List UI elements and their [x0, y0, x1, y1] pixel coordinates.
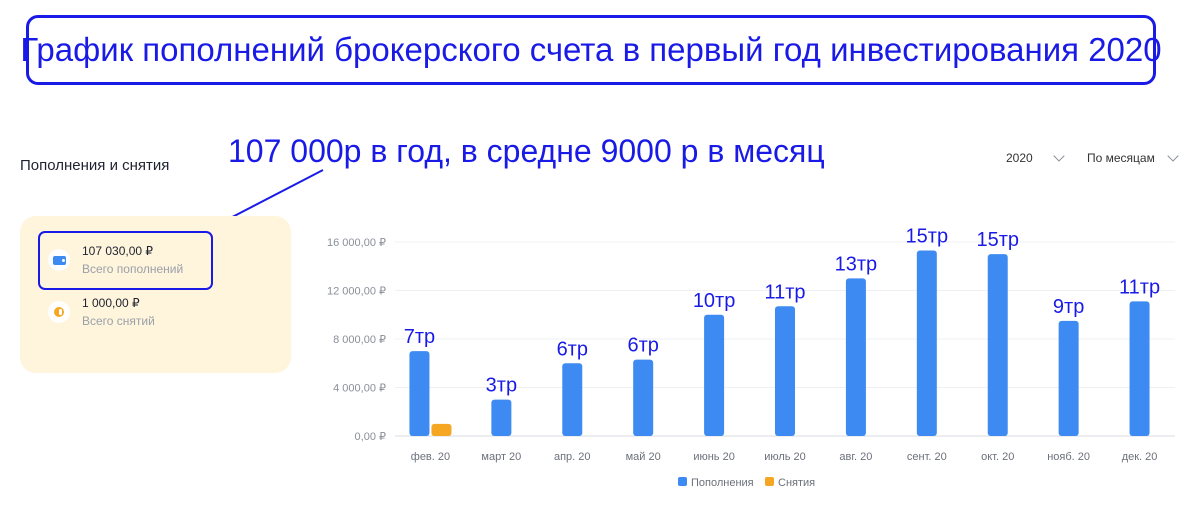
- section-title: Пополнения и снятия: [20, 157, 170, 174]
- withdrawals-summary[interactable]: 1 000,00 ₽ Всего снятий: [48, 296, 155, 328]
- x-tick-label: окт. 20: [981, 451, 1014, 463]
- x-tick-label: дек. 20: [1122, 451, 1158, 463]
- withdrawals-label: Всего снятий: [82, 314, 155, 328]
- deposit-bar: [491, 399, 512, 436]
- x-tick-label: авг. 20: [839, 451, 872, 463]
- x-tick-label: нояб. 20: [1047, 451, 1090, 463]
- bar-chart: 0,00 ₽ 4 000,00 ₽ 8 000,00 ₽ 12 000,00 ₽ 16 …: [327, 225, 1175, 489]
- bar-value-label: 13тр: [835, 253, 878, 275]
- summary-card: [20, 216, 291, 373]
- page-title: График пополнений брокерского счета в пе…: [20, 31, 1162, 68]
- bar-value-label: 6тр: [557, 338, 588, 360]
- year-select[interactable]: 2020: [1006, 150, 1065, 165]
- chart: 0,00 ₽ 4 000,00 ₽ 8 000,00 ₽ 12 000,00 ₽ 16 …: [320, 220, 1180, 500]
- legend-swatch-deposits: [678, 477, 687, 486]
- bar-value-label: 3тр: [486, 375, 517, 397]
- withdrawals-amount: 1 000,00 ₽: [82, 296, 140, 310]
- deposit-bar: [409, 351, 430, 436]
- x-tick-label: фев. 20: [411, 451, 450, 463]
- deposit-bar: [845, 278, 866, 436]
- bar-value-label: 10тр: [693, 290, 736, 312]
- title-box: График пополнений брокерского счета в пе…: [20, 15, 1162, 85]
- x-tick-label: сент. 20: [907, 451, 947, 463]
- bar-value-label: 11тр: [1119, 276, 1160, 298]
- deposit-bar: [916, 250, 937, 436]
- x-tick-label: май 20: [626, 451, 661, 463]
- bar-value-label: 9тр: [1053, 296, 1084, 318]
- legend-label-withdrawals: Снятия: [778, 477, 815, 489]
- annotation-text: 107 000р в год, в средне 9000 р в месяц: [228, 133, 825, 169]
- deposit-bar: [987, 254, 1008, 436]
- x-tick-label: июнь 20: [693, 451, 735, 463]
- bar-value-label: 11тр: [764, 281, 805, 303]
- legend-swatch-withdrawals: [765, 477, 774, 486]
- x-tick-label: июль 20: [764, 451, 806, 463]
- coin-icon: [48, 301, 70, 323]
- period-select-value: По месяцам: [1087, 151, 1155, 165]
- deposit-bar: [1058, 320, 1079, 436]
- y-tick-label: 8 000,00 ₽: [333, 334, 386, 346]
- deposits-summary[interactable]: 107 030,00 ₽ Всего пополнений: [48, 244, 183, 276]
- withdrawal-bar: [431, 423, 452, 436]
- bar-value-label: 7тр: [404, 326, 435, 348]
- bar-value-label: 15тр: [976, 229, 1019, 251]
- y-tick-label: 0,00 ₽: [355, 431, 386, 443]
- deposit-bar: [1129, 301, 1150, 436]
- y-tick-label: 4 000,00 ₽: [333, 383, 386, 395]
- y-tick-label: 16 000,00 ₽: [327, 237, 386, 249]
- wallet-icon: [48, 249, 70, 271]
- bar-value-label: 15тр: [906, 225, 949, 247]
- bar-value-label: 6тр: [627, 335, 658, 357]
- x-tick-label: март 20: [481, 451, 521, 463]
- legend-label-deposits: Пополнения: [691, 477, 754, 489]
- deposit-bar: [775, 306, 795, 436]
- chevron-down-icon: [1167, 150, 1179, 162]
- year-select-value: 2020: [1006, 151, 1033, 165]
- period-select[interactable]: По месяцам: [1087, 150, 1179, 165]
- deposits-label: Всего пополнений: [82, 262, 184, 276]
- chevron-down-icon: [1053, 150, 1065, 162]
- y-tick-label: 12 000,00 ₽: [327, 286, 386, 298]
- deposit-bar: [562, 363, 583, 436]
- deposit-bar: [633, 359, 654, 436]
- deposits-amount: 107 030,00 ₽: [82, 244, 154, 258]
- x-tick-label: апр. 20: [554, 451, 591, 463]
- deposit-bar: [704, 314, 725, 436]
- highlight-box: [38, 231, 213, 290]
